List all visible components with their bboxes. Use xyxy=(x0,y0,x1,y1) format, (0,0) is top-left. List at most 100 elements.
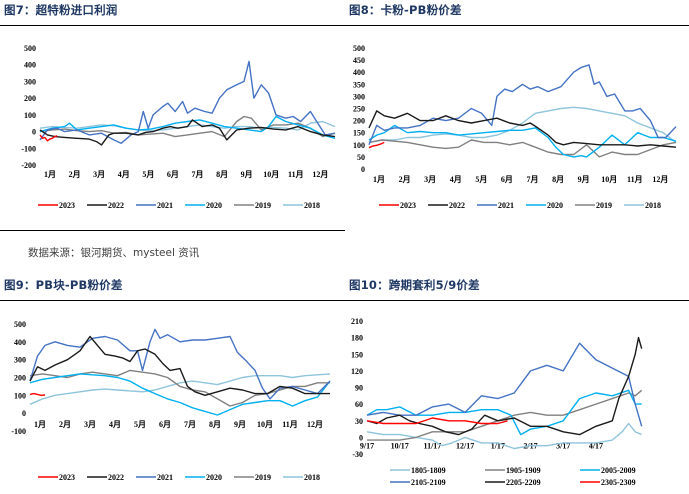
legend-item-2022: 2022 xyxy=(87,473,124,482)
legend-label: 2018 xyxy=(304,473,320,482)
x-tick-label: 12/17 xyxy=(456,441,474,450)
legend-label: 2020 xyxy=(206,201,222,210)
y-tick-label: -100 xyxy=(11,427,26,436)
legend-label: 2023 xyxy=(59,201,75,210)
x-tick-label: 10月 xyxy=(601,175,617,184)
legend-item-2018: 2018 xyxy=(624,201,661,210)
x-tick-label: 8月 xyxy=(209,420,221,429)
legend-label: 2021 xyxy=(157,201,173,210)
x-tick-label: 7月 xyxy=(184,420,196,429)
series-line-2205-2209 xyxy=(366,336,643,436)
y-tick-label: 60 xyxy=(355,400,363,409)
y-tick-label: 300 xyxy=(24,77,36,86)
x-tick-label: 7月 xyxy=(192,170,204,179)
x-tick-label: 1月 xyxy=(44,170,56,179)
legend-label: 2023 xyxy=(400,201,416,210)
series-line-2022 xyxy=(29,335,330,397)
x-tick-label: 7月 xyxy=(527,175,539,184)
data-source-note: 数据来源：银河期货、mysteel 资讯 xyxy=(28,247,200,259)
x-tick-label: 11月 xyxy=(627,175,643,184)
series-line-2020 xyxy=(368,124,677,158)
legend-label: 2020 xyxy=(206,473,222,482)
x-tick-label: 2月 xyxy=(69,170,81,179)
series-line-2021 xyxy=(368,64,677,146)
figure-7-panel: 图7：超特粉进口利润 500 400 300 200 100 0 -100 -200 1月 2月 3… xyxy=(0,0,345,230)
y-tick-label: 200 xyxy=(24,94,36,103)
legend-item-2022: 2022 xyxy=(428,201,465,210)
legend-label: 2020 xyxy=(547,201,563,210)
figure-7-title: 图7：超特粉进口利润 xyxy=(4,3,118,17)
legend-item-2021: 2021 xyxy=(477,201,514,210)
series-line-1905-1909 xyxy=(367,389,643,441)
title-divider xyxy=(345,300,689,301)
legend-item-2019: 2019 xyxy=(234,473,271,482)
legend-item-1805-1809: 1805-1809 xyxy=(390,466,446,475)
series-line-2105-2109 xyxy=(366,342,643,427)
legend-label: 2022 xyxy=(449,201,465,210)
legend-label: 2022 xyxy=(108,201,124,210)
y-tick-label: 120 xyxy=(351,367,363,376)
y-tick-label: 200 xyxy=(353,117,365,126)
x-tick-label: 1月 xyxy=(34,420,46,429)
x-tick-label: 4月 xyxy=(109,420,121,429)
legend-label: 2019 xyxy=(255,201,271,210)
series-line-2021 xyxy=(29,328,331,400)
legend-item-2205-2209: 2205-2209 xyxy=(485,478,541,487)
legend-item-2018: 2018 xyxy=(283,201,320,210)
x-tick-label: 6月 xyxy=(167,170,179,179)
y-tick-label: 150 xyxy=(351,350,363,359)
x-tick-label: 1/17 xyxy=(491,441,505,450)
title-divider xyxy=(0,25,345,26)
y-tick-label: -30 xyxy=(352,450,363,459)
legend-label: 2021 xyxy=(498,201,514,210)
legend-item-2023: 2023 xyxy=(38,473,75,482)
legend-item-2305-2309: 2305-2309 xyxy=(580,478,636,487)
legend-item-2022: 2022 xyxy=(87,201,124,210)
series-line-2023 xyxy=(29,392,46,397)
x-tick-label: 10月 xyxy=(257,420,273,429)
y-tick-label: 100 xyxy=(353,141,365,150)
series-line-2020 xyxy=(29,373,331,416)
legend-item-2018: 2018 xyxy=(283,473,320,482)
x-tick-label: 12月 xyxy=(312,170,328,179)
section-divider xyxy=(0,230,345,231)
series-line-2022 xyxy=(39,119,336,146)
legend-item-2005-2009: 2005-2009 xyxy=(580,466,636,475)
series-line-2018 xyxy=(29,373,331,405)
figure-8-title: 图8：卡粉-PB粉价差 xyxy=(349,3,462,17)
x-tick-label: 4/17 xyxy=(589,441,603,450)
legend-item-2021: 2021 xyxy=(136,473,173,482)
y-tick-label: 250 xyxy=(353,105,365,114)
x-tick-label: 3月 xyxy=(424,175,436,184)
series-line-2020 xyxy=(39,115,336,139)
y-tick-label: 0 xyxy=(361,165,365,174)
figure-8-panel: 图8：卡粉-PB粉价差 500 450 400 350 300 250 200 150 100 5… xyxy=(345,0,689,230)
y-tick-label: 500 xyxy=(14,320,26,329)
x-tick-label: 5月 xyxy=(475,175,487,184)
series-line-2005-2009 xyxy=(366,389,642,436)
x-tick-label: 4月 xyxy=(118,170,130,179)
x-tick-label: 2月 xyxy=(399,175,411,184)
y-tick-label: 300 xyxy=(353,92,365,101)
series-line-2305-2309 xyxy=(366,417,508,425)
series-line-2021 xyxy=(39,60,336,145)
legend-label: 1805-1809 xyxy=(411,466,446,475)
series-line-2023 xyxy=(368,141,385,149)
x-tick-label: 8月 xyxy=(216,170,228,179)
x-tick-label: 9月 xyxy=(578,175,590,184)
series-line-1805-1809 xyxy=(366,422,642,450)
y-tick-label: 400 xyxy=(353,68,365,77)
y-tick-label: 0 xyxy=(22,409,26,418)
x-tick-label: 4月 xyxy=(450,175,462,184)
legend-item-2023: 2023 xyxy=(379,201,416,210)
legend-label: 2019 xyxy=(255,473,271,482)
y-tick-label: 400 xyxy=(24,61,36,70)
title-divider xyxy=(345,25,689,26)
y-tick-label: 50 xyxy=(357,153,365,162)
series-line-2019 xyxy=(39,115,336,138)
legend-item-2020: 2020 xyxy=(185,201,222,210)
x-tick-label: 3/17 xyxy=(556,441,570,450)
y-tick-label: -100 xyxy=(21,144,36,153)
legend-label: 2023 xyxy=(59,473,75,482)
x-tick-label: 6月 xyxy=(501,175,513,184)
